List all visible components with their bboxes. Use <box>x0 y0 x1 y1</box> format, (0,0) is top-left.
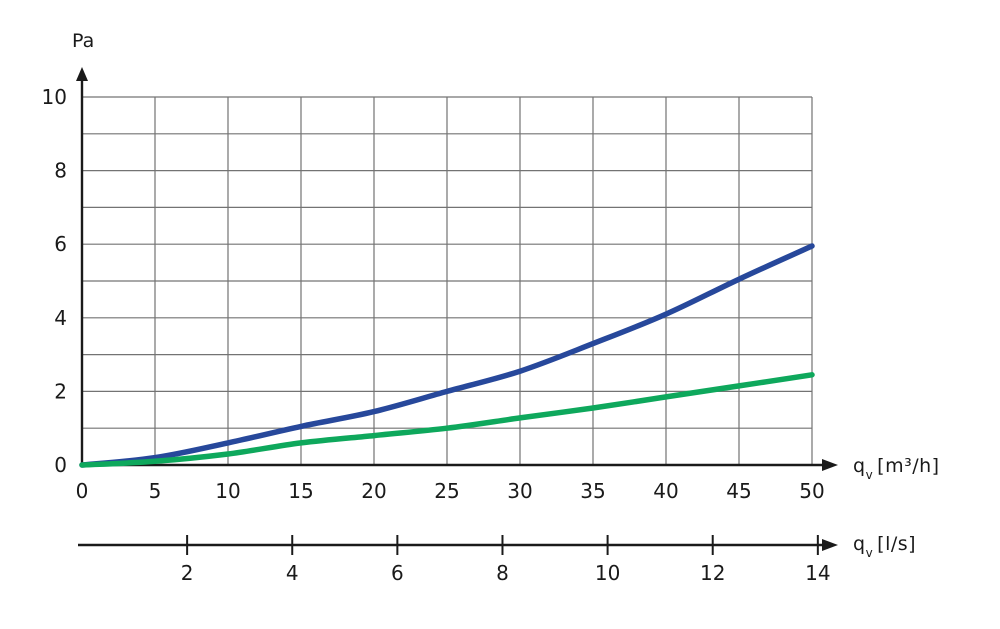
y-axis-unit-label: Pa <box>72 30 95 52</box>
x2-label-base: q <box>853 533 866 555</box>
x-primary-tick-label-35: 35 <box>580 479 605 503</box>
x1-label-unit: [m³/h] <box>877 455 940 477</box>
x-primary-tick-label-5: 5 <box>149 479 162 503</box>
x-axis-secondary: 2 4 6 8 10 12 14 <box>78 535 838 585</box>
y-tick-label-8: 8 <box>54 159 67 183</box>
x-primary-tick-label-45: 45 <box>726 479 751 503</box>
x-primary-tick-label-40: 40 <box>653 479 678 503</box>
x-primary-tick-label-15: 15 <box>288 479 313 503</box>
x1-label-base: q <box>853 455 866 477</box>
x-secondary-tick-label-14: 14 <box>805 561 830 585</box>
x-primary-tick-labels: 0 5 10 15 20 25 30 35 40 45 50 <box>76 479 825 503</box>
x-primary-tick-label-20: 20 <box>361 479 386 503</box>
y-axis <box>76 67 88 466</box>
y-tick-label-6: 6 <box>54 232 67 256</box>
x2-label-sub: v <box>865 545 874 560</box>
x-secondary-tick-label-2: 2 <box>181 561 194 585</box>
x-primary-tick-label-25: 25 <box>434 479 459 503</box>
y-tick-labels: 0 2 4 6 8 10 <box>42 85 67 477</box>
x-secondary-tick-label-4: 4 <box>286 561 299 585</box>
y-tick-label-0: 0 <box>54 453 67 477</box>
x-secondary-tick-label-6: 6 <box>391 561 404 585</box>
x-primary-tick-label-0: 0 <box>76 479 89 503</box>
x-primary-tick-label-10: 10 <box>215 479 240 503</box>
x-axis-secondary-unit-label: qv [l/s] <box>853 533 917 560</box>
x-axis-primary <box>82 459 838 471</box>
x1-label-sub: v <box>865 467 874 482</box>
x-secondary-tick-label-10: 10 <box>595 561 620 585</box>
x2-label-unit: [l/s] <box>877 533 917 555</box>
y-tick-label-4: 4 <box>54 306 67 330</box>
series-blue-curve <box>79 243 815 468</box>
y-tick-label-10: 10 <box>42 85 67 109</box>
x-primary-tick-label-50: 50 <box>799 479 824 503</box>
y-tick-label-2: 2 <box>54 379 67 403</box>
x-secondary-tick-label-8: 8 <box>496 561 509 585</box>
x-axis-primary-unit-label: qv [m³/h] <box>853 455 940 482</box>
x-primary-tick-label-30: 30 <box>507 479 532 503</box>
series-green-curve <box>79 372 815 468</box>
x-secondary-tick-label-12: 12 <box>700 561 725 585</box>
grid-lines <box>82 96 813 465</box>
